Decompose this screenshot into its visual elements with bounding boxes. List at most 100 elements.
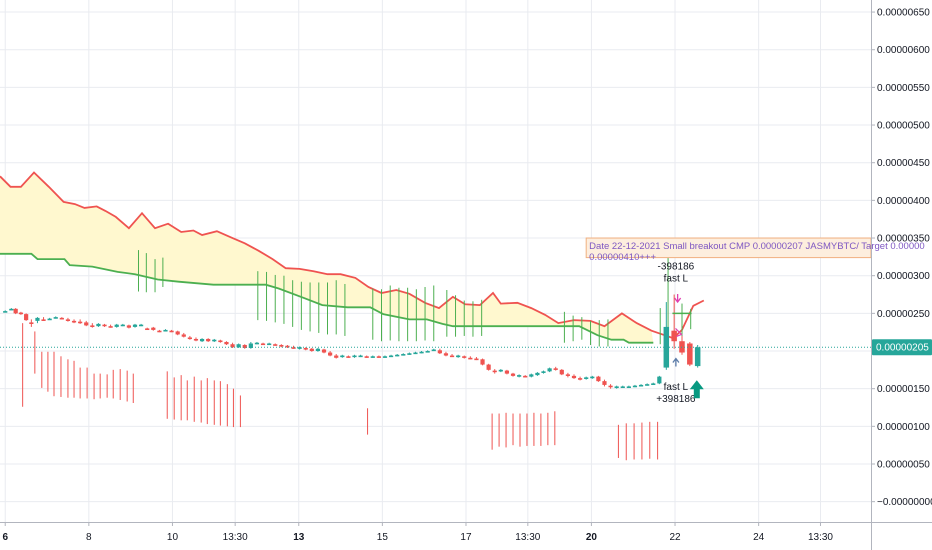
candle-body <box>346 356 351 358</box>
candle-body <box>41 319 46 321</box>
candle-body <box>273 344 278 346</box>
candle-body <box>285 345 290 348</box>
candle-body <box>632 385 638 388</box>
candle-body <box>96 323 101 327</box>
price-tick-label: 0.00000300 <box>877 271 930 282</box>
arrow-down-icon <box>674 294 682 304</box>
candle-body <box>431 349 436 352</box>
candle-body <box>425 351 430 353</box>
candle-body <box>462 356 467 358</box>
time-tick-label: 13 <box>293 532 305 543</box>
candle-body <box>596 376 601 382</box>
candle-body <box>199 338 205 342</box>
candle-body <box>602 381 607 385</box>
candle-body <box>297 347 302 349</box>
candle-body <box>504 370 510 374</box>
trade-annotation: +398186 <box>656 394 696 405</box>
band-fill <box>0 172 654 343</box>
time-tick-label: 8 <box>86 532 92 543</box>
candle-body <box>443 353 449 356</box>
candle-body <box>218 340 223 343</box>
candle-body <box>449 355 455 358</box>
candle-body <box>388 355 394 358</box>
candle-body <box>571 375 577 379</box>
candle-body <box>53 317 58 319</box>
candle-body <box>139 324 144 327</box>
candle-body <box>334 355 339 358</box>
candle-body <box>352 355 357 358</box>
candle-body <box>230 344 235 348</box>
candle-body <box>517 375 522 377</box>
note-line-2: 0.00000410+++ <box>589 252 656 263</box>
candle-body <box>590 376 595 379</box>
price-tick-label: 0.00000600 <box>877 45 930 56</box>
trade-annotation: fast L <box>664 274 689 285</box>
candle-body <box>395 354 400 357</box>
candle-body <box>510 373 516 376</box>
candle-body <box>315 348 321 352</box>
time-tick-label: 10 <box>167 532 179 543</box>
candle-body <box>565 374 570 376</box>
candle-body <box>486 364 491 370</box>
candle-body <box>638 384 644 387</box>
candle-body <box>24 314 29 321</box>
candle-body <box>480 359 485 365</box>
candle-body <box>535 372 540 376</box>
candle-body <box>78 321 83 324</box>
candle-body <box>694 347 701 367</box>
time-tick-label: 15 <box>377 532 389 543</box>
candle-body <box>553 368 558 370</box>
candle-body <box>559 369 564 375</box>
time-tick-label: 22 <box>669 532 681 543</box>
candle-body <box>419 351 424 354</box>
candle-body <box>645 384 650 386</box>
candle-body <box>456 355 461 358</box>
candle-body <box>254 342 260 345</box>
price-tick-label: 0.00000350 <box>877 234 930 245</box>
candle-body <box>29 322 34 324</box>
trade-annotation: -398186 <box>658 262 695 273</box>
candle-body <box>193 338 199 341</box>
candle-body <box>340 355 345 358</box>
candle-body <box>407 353 412 355</box>
candle-body <box>358 355 363 358</box>
candle-body <box>468 357 473 360</box>
candle-body <box>437 350 442 354</box>
candle-body <box>71 320 77 323</box>
candle-body <box>413 352 418 355</box>
candle-body <box>248 343 253 348</box>
candle-body <box>401 354 406 356</box>
price-tick-label: 0.00000100 <box>877 422 930 433</box>
overlays: Date 22-12-2021 Small breakout CMP 0.000… <box>0 237 925 405</box>
time-tick-label: 20 <box>586 532 598 543</box>
candle-body <box>321 349 327 353</box>
candle-body <box>163 329 168 332</box>
candle-body <box>614 386 619 389</box>
time-axis[interactable]: 6 8 10 13:30 13 15 17 13:30 20 22 24 13:30 <box>0 522 932 543</box>
price-axis[interactable]: 0.00000650 0.00000600 0.00000550 0.00000500… <box>871 0 932 550</box>
candle-body <box>3 311 8 313</box>
candle-body <box>529 374 534 377</box>
lower-band-line <box>0 252 654 344</box>
candle-body <box>18 312 24 315</box>
candle-body <box>584 377 589 379</box>
big-up-arrow-icon <box>689 380 704 399</box>
candle-body <box>291 347 296 349</box>
candle-body <box>157 330 162 333</box>
candle-body <box>498 369 503 372</box>
price-tick-label: 0.00000450 <box>877 158 930 169</box>
candle-body <box>523 375 528 378</box>
candle-body <box>657 376 662 384</box>
candle-body <box>65 319 71 321</box>
candle-body <box>541 371 546 373</box>
candle-body <box>626 386 631 389</box>
candle-body <box>608 385 613 388</box>
candle-body <box>260 343 266 346</box>
candle-body <box>181 334 186 337</box>
candle-body <box>620 386 625 389</box>
current-price-label: 0.00000205 <box>876 343 929 354</box>
time-tick-label: 13:30 <box>223 532 248 543</box>
candle-body <box>108 326 113 328</box>
candle-body <box>126 325 132 328</box>
